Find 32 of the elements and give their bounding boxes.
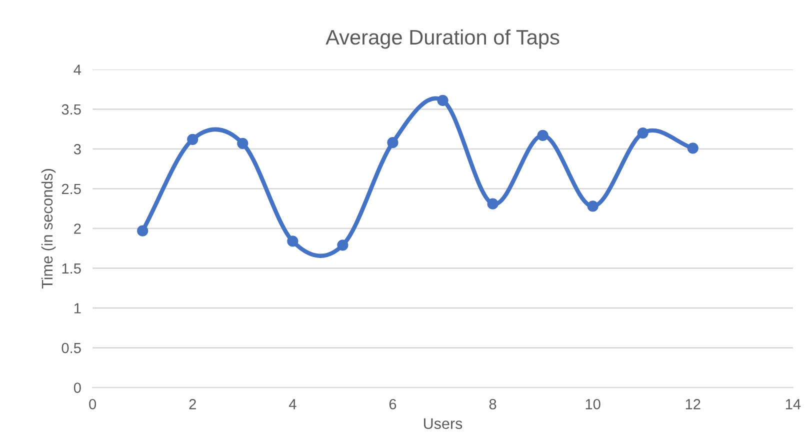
x-tick-label: 8 <box>489 399 496 410</box>
point <box>487 198 498 210</box>
point <box>187 134 198 145</box>
x-tick-label: 6 <box>389 399 396 410</box>
x-tick-label: 14 <box>786 399 801 410</box>
x-tick-label: 2 <box>189 399 196 410</box>
x-tick-label: 0 <box>89 399 96 410</box>
y-tick-label: 2.5 <box>62 184 81 194</box>
point <box>687 142 698 154</box>
chart-title: Average Duration of Taps <box>326 29 560 49</box>
point <box>587 200 598 212</box>
y-axis-title: Time (in seconds) <box>41 169 56 289</box>
x-tick-label: 4 <box>288 399 296 410</box>
point <box>387 137 398 148</box>
y-tick-label: 1.5 <box>62 263 81 274</box>
x-tick-label: 12 <box>686 399 700 410</box>
point <box>137 225 148 236</box>
point <box>337 240 348 251</box>
point <box>437 94 448 106</box>
point <box>537 130 548 141</box>
point <box>237 138 248 149</box>
x-axis-title: Users <box>424 418 462 430</box>
y-tick-label: 4 <box>74 64 82 75</box>
y-tick-label: 3.5 <box>62 104 81 115</box>
y-tick-label: 0.5 <box>62 342 81 354</box>
point <box>637 128 648 139</box>
point <box>287 236 298 247</box>
y-tick-label: 1 <box>74 303 81 314</box>
y-tick-label: 3 <box>74 144 81 154</box>
y-tick-label: 0 <box>74 382 81 393</box>
x-tick-label: 10 <box>586 399 600 410</box>
y-tick-label: 2 <box>74 224 81 234</box>
